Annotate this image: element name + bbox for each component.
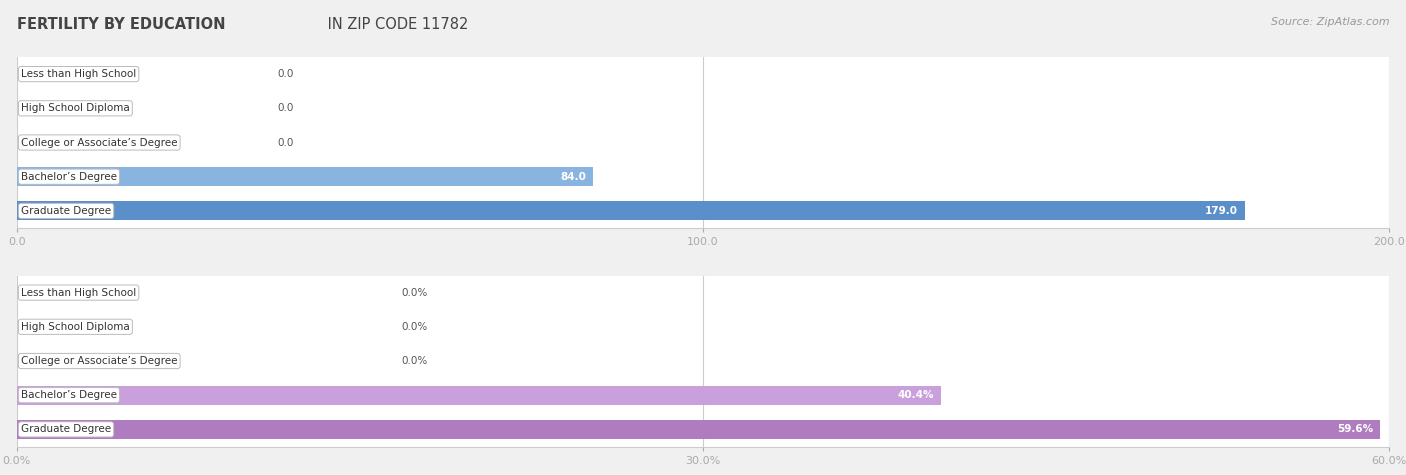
Text: 84.0: 84.0 bbox=[561, 171, 586, 182]
Text: 0.0: 0.0 bbox=[277, 103, 294, 114]
Text: 40.4%: 40.4% bbox=[897, 390, 934, 400]
Text: Graduate Degree: Graduate Degree bbox=[21, 424, 111, 435]
Text: IN ZIP CODE 11782: IN ZIP CODE 11782 bbox=[323, 17, 468, 32]
Bar bbox=[17, 344, 1389, 378]
Bar bbox=[17, 167, 593, 186]
Bar bbox=[17, 57, 1389, 91]
Bar bbox=[17, 420, 1379, 439]
Text: High School Diploma: High School Diploma bbox=[21, 103, 129, 114]
Bar bbox=[17, 194, 1389, 228]
Text: High School Diploma: High School Diploma bbox=[21, 322, 129, 332]
Bar bbox=[17, 412, 1389, 446]
Text: College or Associate’s Degree: College or Associate’s Degree bbox=[21, 137, 177, 148]
Text: 179.0: 179.0 bbox=[1205, 206, 1239, 216]
Bar bbox=[17, 310, 1389, 344]
Bar bbox=[17, 201, 1246, 220]
Text: Source: ZipAtlas.com: Source: ZipAtlas.com bbox=[1271, 17, 1389, 27]
Text: Graduate Degree: Graduate Degree bbox=[21, 206, 111, 216]
Bar bbox=[17, 386, 941, 405]
Bar bbox=[17, 378, 1389, 412]
Text: 0.0: 0.0 bbox=[277, 137, 294, 148]
Text: 0.0%: 0.0% bbox=[401, 356, 427, 366]
Text: 59.6%: 59.6% bbox=[1337, 424, 1374, 435]
Text: FERTILITY BY EDUCATION: FERTILITY BY EDUCATION bbox=[17, 17, 225, 32]
Text: 0.0%: 0.0% bbox=[401, 322, 427, 332]
Bar bbox=[17, 160, 1389, 194]
Text: College or Associate’s Degree: College or Associate’s Degree bbox=[21, 356, 177, 366]
Bar bbox=[17, 91, 1389, 125]
Text: Less than High School: Less than High School bbox=[21, 69, 136, 79]
Text: Bachelor’s Degree: Bachelor’s Degree bbox=[21, 171, 117, 182]
Bar bbox=[17, 125, 1389, 160]
Text: 0.0%: 0.0% bbox=[401, 287, 427, 298]
Bar bbox=[17, 276, 1389, 310]
Text: Less than High School: Less than High School bbox=[21, 287, 136, 298]
Text: 0.0: 0.0 bbox=[277, 69, 294, 79]
Text: Bachelor’s Degree: Bachelor’s Degree bbox=[21, 390, 117, 400]
